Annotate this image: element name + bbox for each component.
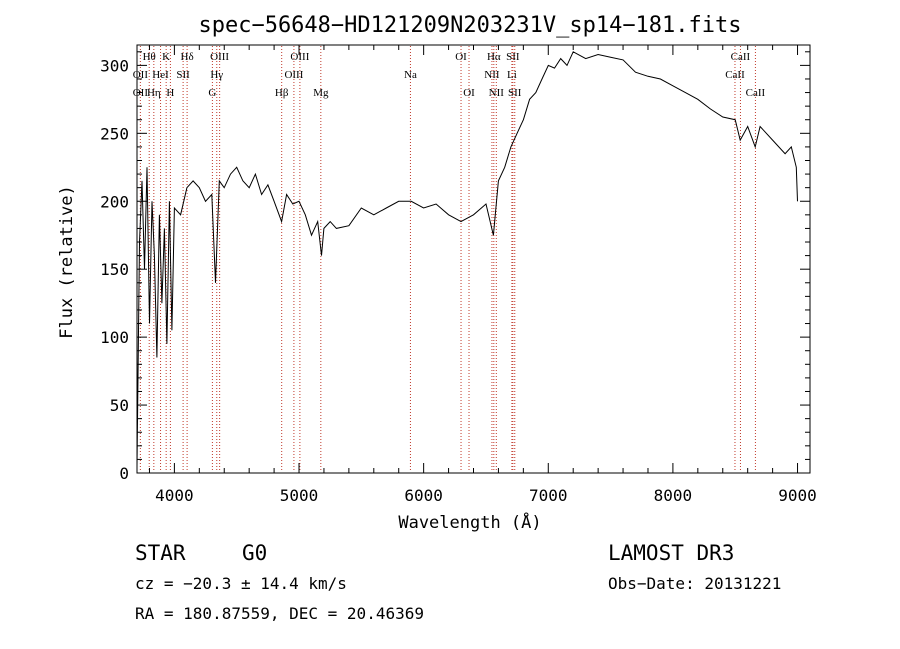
line-label: NII — [489, 87, 505, 99]
survey-name: LAMOST DR3 — [608, 541, 734, 565]
x-axis-label: Wavelength (Å) — [398, 511, 541, 533]
x-tick-label: 4000 — [155, 486, 194, 505]
line-label: OII — [133, 69, 149, 81]
spectrum-line — [136, 51, 798, 467]
y-tick-label: 300 — [100, 56, 129, 75]
line-label: Hδ — [181, 51, 194, 63]
emission-line-markers — [139, 46, 756, 472]
line-label: CaII — [731, 51, 751, 63]
chart-title: spec−56648−HD121209N203231V_sp14−181.fit… — [198, 13, 741, 38]
line-label: K — [162, 51, 170, 63]
line-label: Mg — [313, 87, 329, 99]
x-tick-label: 6000 — [404, 486, 443, 505]
line-label: NII — [484, 69, 500, 81]
x-tick-label: 8000 — [654, 486, 693, 505]
y-tick-label: 150 — [100, 260, 129, 279]
redshift-cz: cz = −20.3 ± 14.4 km/s — [135, 574, 347, 593]
y-tick-label: 250 — [100, 124, 129, 143]
y-tick-label: 50 — [110, 396, 129, 415]
y-axis-label: Flux (relative) — [57, 185, 77, 339]
plot-frame — [136, 44, 811, 474]
line-label: SII — [506, 51, 520, 63]
line-label: OIII — [210, 51, 229, 63]
line-label: OI — [463, 87, 475, 99]
line-label: Hβ — [275, 87, 289, 99]
y-tick-label: 0 — [119, 464, 129, 483]
y-tick-label: 200 — [100, 192, 129, 211]
line-label: SII — [508, 87, 522, 99]
line-label: H — [166, 87, 174, 99]
x-tick-label: 9000 — [778, 486, 817, 505]
line-label: OI — [455, 51, 467, 63]
y-axis-ticks: 0 50 100 150 200 250 300 — [100, 51, 810, 483]
line-label: Li — [507, 69, 517, 81]
line-label: Na — [404, 69, 417, 81]
x-tick-label: 5000 — [280, 486, 319, 505]
x-tick-label: 7000 — [529, 486, 568, 505]
line-label: CaII — [746, 87, 766, 99]
line-label: Hα — [487, 51, 501, 63]
object-subclass: G0 — [242, 541, 267, 565]
observation-date: Obs−Date: 20131221 — [608, 574, 781, 593]
x-axis-ticks: 4000 5000 6000 7000 8000 9000 — [148, 45, 817, 505]
line-label: CaII — [725, 69, 745, 81]
y-tick-label: 100 — [100, 328, 129, 347]
line-label: HeI — [152, 69, 169, 81]
coordinates: RA = 180.87559, DEC = 20.46369 — [135, 604, 424, 623]
line-label: Hγ — [210, 69, 223, 81]
object-class: STAR — [135, 541, 186, 565]
line-label: OIII — [284, 69, 303, 81]
line-label: Hθ — [143, 51, 156, 63]
line-label: G — [208, 87, 216, 99]
line-label: OIII — [290, 51, 309, 63]
line-label: Hη — [147, 87, 161, 99]
line-label: SII — [176, 69, 190, 81]
